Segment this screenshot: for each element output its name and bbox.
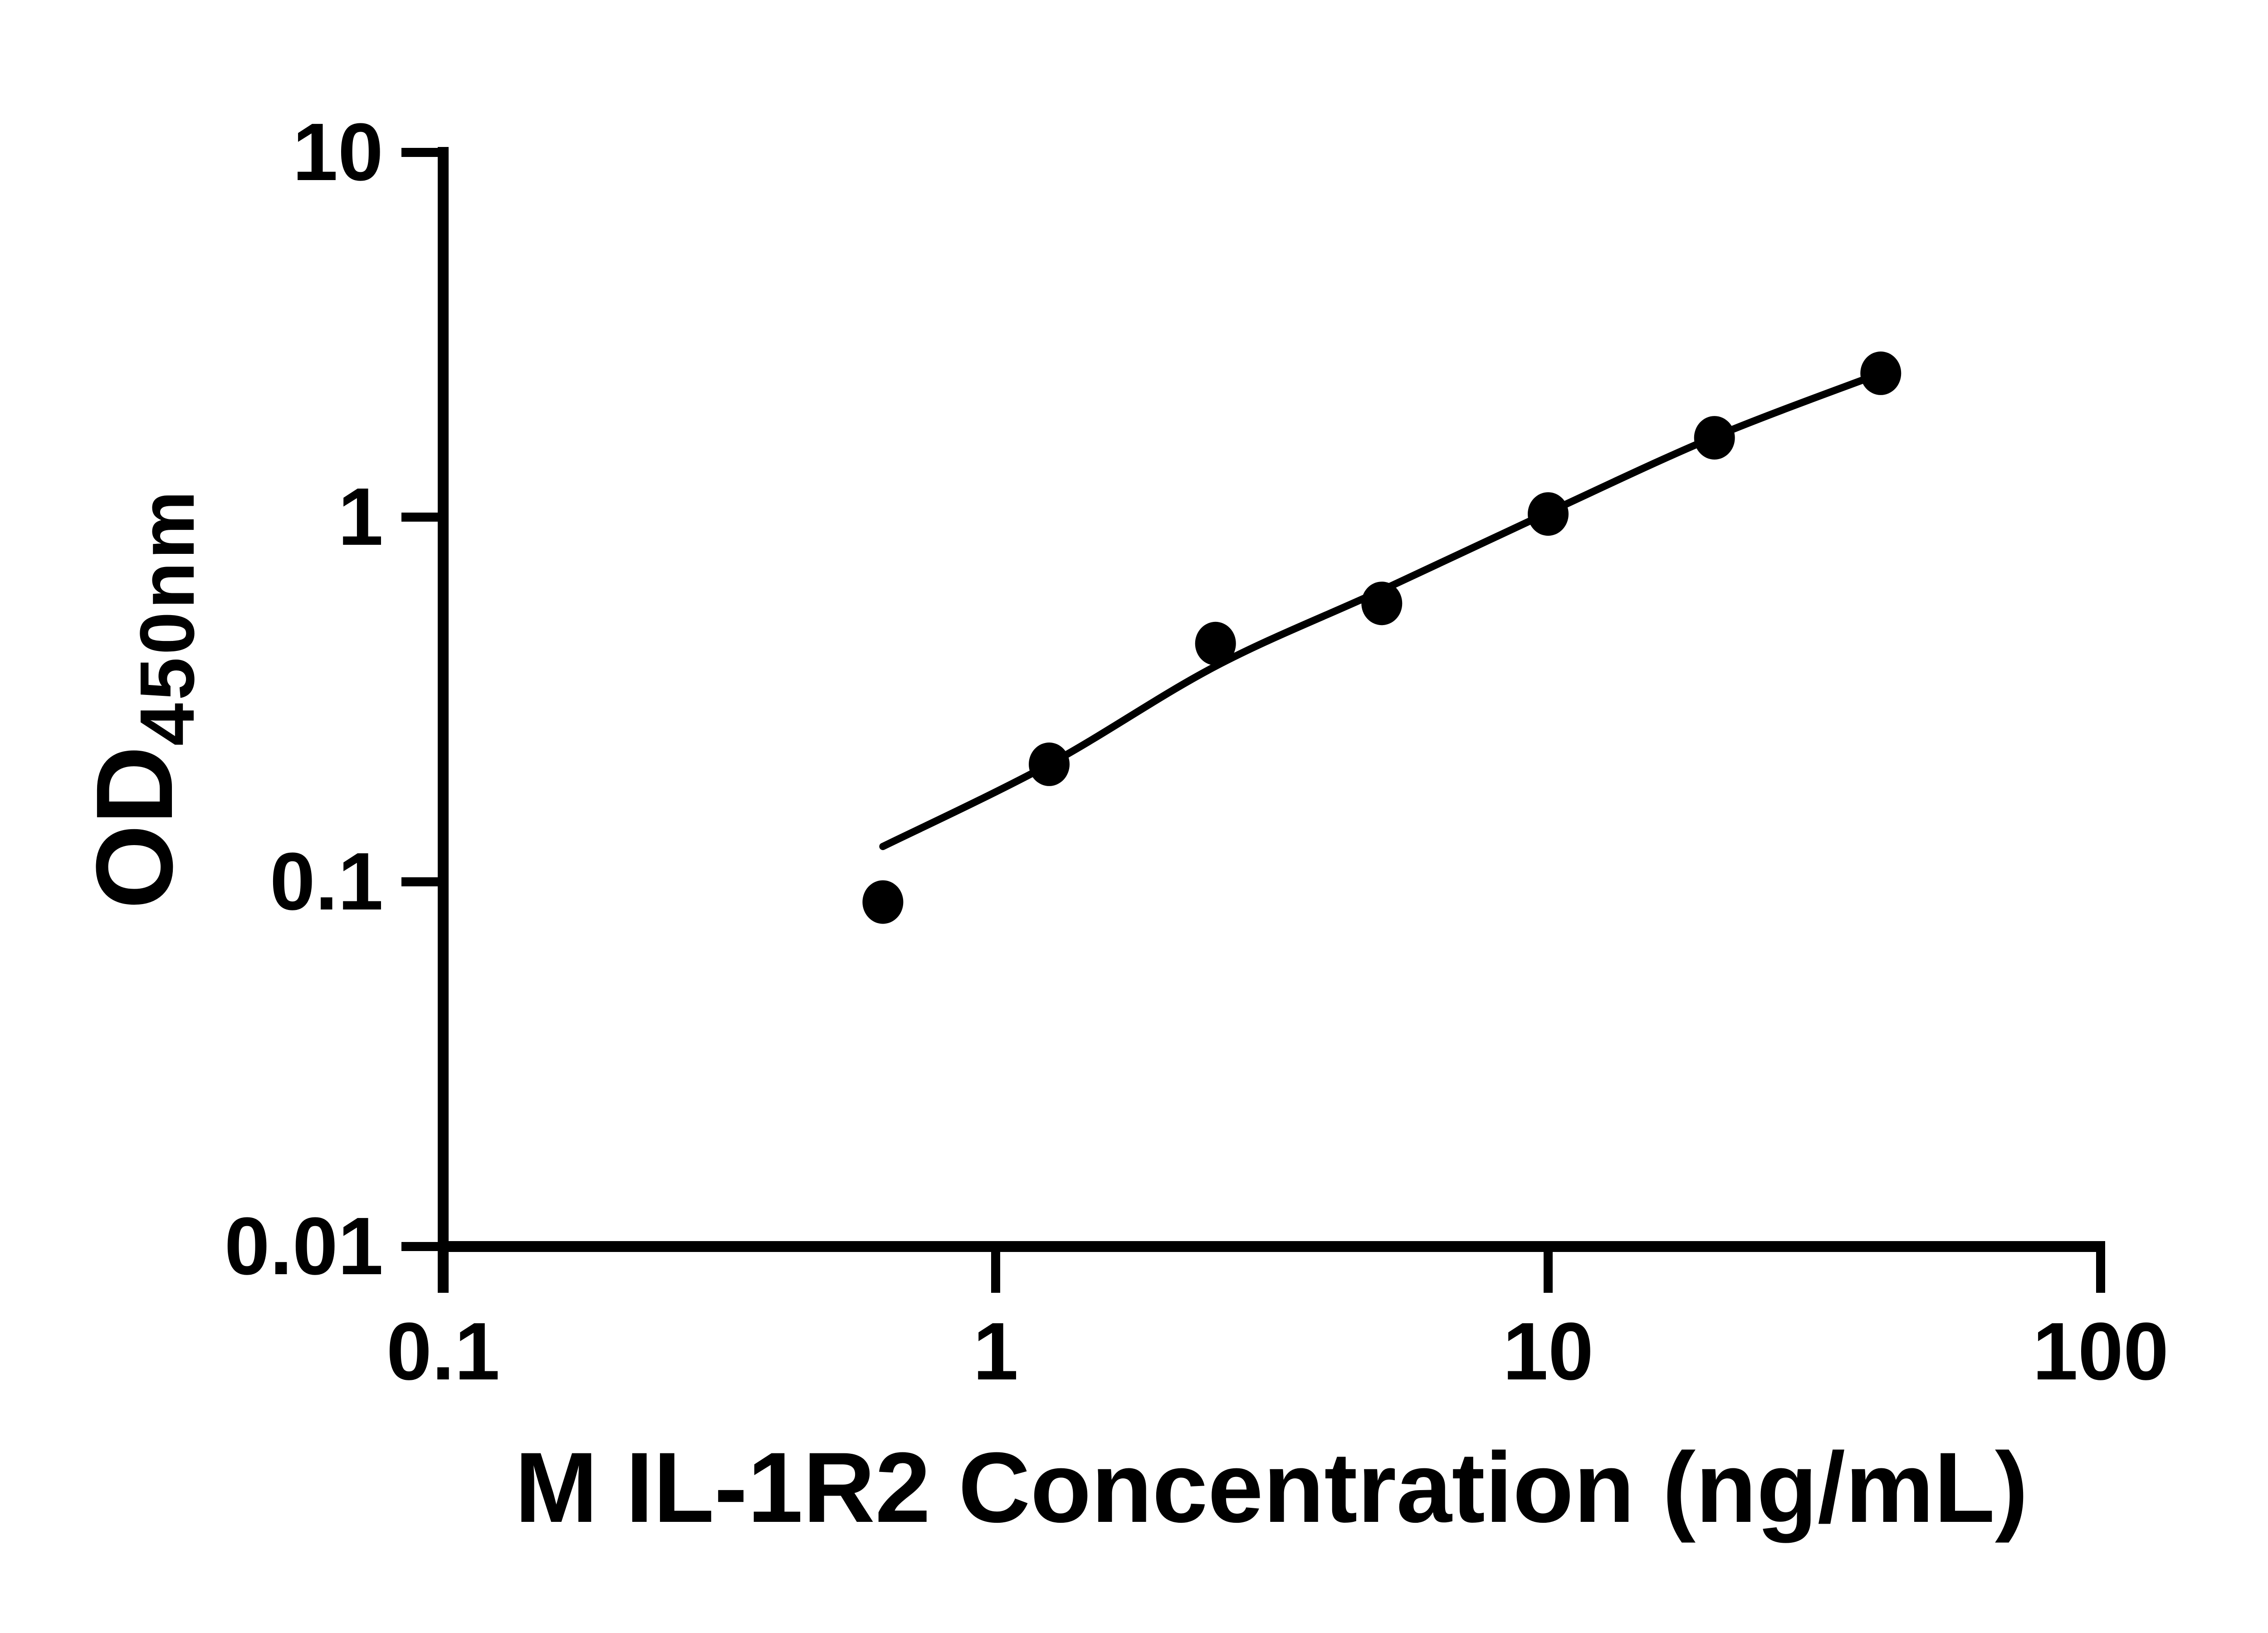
data-point-marker [862, 880, 904, 924]
data-point-marker [1195, 621, 1236, 665]
data-point-marker [1361, 582, 1403, 626]
x-axis-title: M IL-1R2 Concentration (ng/mL) [514, 1432, 2028, 1543]
data-point-marker [1528, 492, 1569, 536]
x-tick-label-10: 10 [1502, 1306, 1594, 1397]
y-tick-label-1: 1 [337, 471, 383, 562]
data-point-marker [1694, 416, 1735, 460]
data-point-marker [1029, 742, 1070, 786]
y-tick-label-10: 10 [292, 107, 383, 198]
y-tick-label-0.01: 0.01 [224, 1201, 383, 1292]
data-point-marker [1860, 351, 1901, 395]
y-axis-title-main: OD [73, 746, 195, 909]
y-axis-title: OD450nm [73, 488, 210, 909]
y-tick-label-0.1: 0.1 [269, 836, 383, 927]
x-tick-label-1: 1 [973, 1306, 1019, 1397]
x-tick-label-0.1: 0.1 [386, 1306, 500, 1397]
y-axis-title-subscript: 450nm [124, 488, 210, 746]
x-tick-label-100: 100 [2032, 1306, 2169, 1397]
